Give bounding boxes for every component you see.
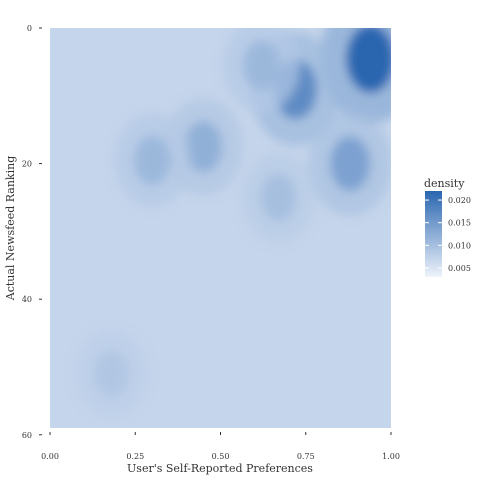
legend-tick-label: 0.015 [448,219,471,228]
y-axis: 0 20 40 60 [22,24,42,440]
x-tick-label: 0.00 [41,452,59,461]
legend: density 0.020 0.015 0.010 0.005 [424,177,471,277]
y-tick-label: 20 [22,160,32,169]
density-peak [134,135,171,185]
y-tick-label: 60 [22,431,32,440]
density-peak [330,136,370,191]
x-axis-label: User's Self-Reported Preferences [127,462,313,475]
density-peak [346,28,391,93]
legend-title: density [424,177,465,190]
x-tick-label: 0.75 [297,452,315,461]
x-axis: 0.00 0.25 0.50 0.75 1.00 [41,432,400,461]
y-tick-label: 0 [27,24,32,33]
legend-colorbar [425,191,442,277]
density-peak [243,40,280,91]
y-tick-label: 40 [22,295,32,304]
plot-panel [50,28,391,428]
x-tick-label: 0.50 [212,452,230,461]
y-axis-label: Actual Newsfeed Ranking [4,156,17,302]
density-peak [94,350,129,397]
x-tick-label: 0.25 [126,452,144,461]
x-tick-label: 1.00 [382,452,400,461]
legend-ticks: 0.020 0.015 0.010 0.005 [425,196,471,273]
legend-tick-label: 0.005 [448,264,471,273]
legend-tick-label: 0.020 [448,196,471,205]
legend-tick-label: 0.010 [448,241,471,250]
density-peak [184,121,223,173]
density-peak [260,173,297,222]
